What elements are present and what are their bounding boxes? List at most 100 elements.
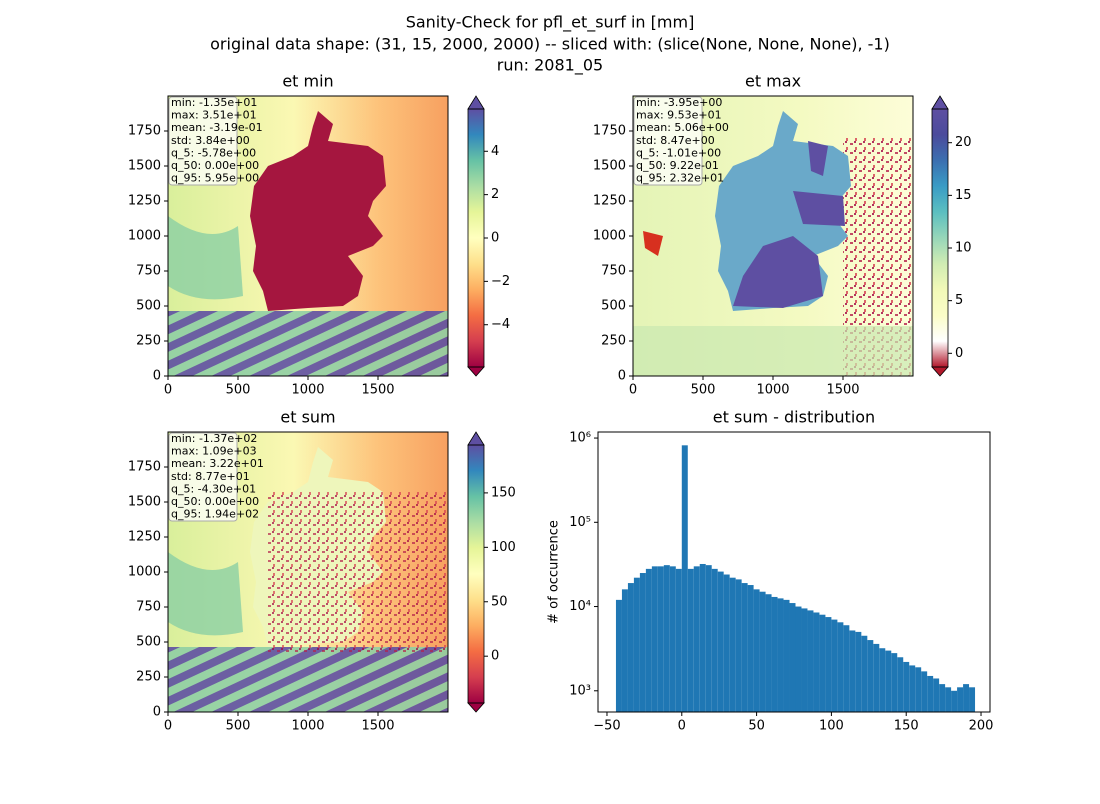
histogram-bar	[879, 648, 886, 712]
colorbar-tick-label: 150	[491, 485, 516, 500]
stats-line: max: 1.09e+03	[171, 445, 257, 458]
histogram-bar	[675, 568, 682, 712]
axes-frame	[167, 431, 449, 713]
colorbar-tick-label: −4	[491, 317, 510, 332]
x-tick-label: 100	[819, 719, 844, 734]
histogram-bar	[735, 579, 742, 712]
histogram-bar	[933, 678, 940, 712]
stats-line: mean: 3.22e+01	[171, 457, 264, 470]
colorbar	[468, 445, 484, 703]
x-tick-label: 500	[226, 383, 251, 398]
histogram-bar	[747, 585, 754, 712]
histogram-bar	[909, 665, 916, 712]
y-tick-label: 1000	[128, 565, 161, 580]
stats-line: q_95: 2.32e+01	[636, 172, 724, 185]
histogram-bar	[873, 643, 880, 712]
y-tick-label: 1500	[128, 159, 161, 174]
axes-title: et sum	[280, 408, 335, 427]
colorbar-extend	[467, 366, 485, 377]
y-tick-label: 10⁴	[569, 599, 591, 614]
histogram-bar	[693, 566, 700, 712]
histogram-bar	[957, 687, 964, 712]
histogram-bar	[825, 617, 832, 712]
colorbar-tick-label: 100	[491, 540, 516, 555]
histogram-bar	[795, 606, 802, 712]
figure-title: run: 2081_05	[497, 56, 603, 76]
y-tick-label: 0	[153, 369, 161, 384]
stats-line: q_95: 1.94e+02	[171, 508, 259, 521]
colorbar-tick-label: 20	[955, 135, 972, 150]
histogram-bar	[837, 622, 844, 712]
histogram-bar	[717, 571, 724, 712]
histogram-bar	[765, 594, 772, 712]
stats-line: mean: 5.06e+00	[636, 121, 729, 134]
histogram-bar	[807, 610, 814, 712]
histogram-bar	[951, 690, 958, 712]
colorbar-tick-label: −2	[491, 274, 510, 289]
x-tick-label: 1000	[756, 383, 789, 398]
x-tick-label: 0	[164, 383, 172, 398]
colorbar	[468, 109, 484, 367]
colorbar-tick-label: 10	[955, 241, 972, 256]
y-tick-label: 500	[136, 635, 161, 650]
stats-box	[168, 432, 238, 522]
y-tick-label: 1500	[593, 159, 626, 174]
stats-line: min: -1.35e+01	[171, 96, 257, 109]
figure-title: original data shape: (31, 15, 2000, 2000…	[210, 35, 890, 54]
colorbar	[932, 109, 948, 367]
stats-line: max: 9.53e+01	[636, 109, 722, 122]
y-tick-label: 10⁶	[569, 431, 591, 446]
y-tick-label: 10³	[569, 683, 591, 698]
y-tick-label: 750	[601, 264, 626, 279]
stats-line: q_95: 5.95e+00	[171, 172, 259, 185]
histogram-bar	[783, 599, 790, 712]
histogram-bar	[615, 599, 622, 712]
stats-line: q_50: 9.22e-01	[636, 159, 719, 172]
colorbar-extend	[467, 702, 485, 713]
x-tick-label: 500	[226, 719, 251, 734]
y-tick-label: 1000	[128, 229, 161, 244]
colorbar-frame	[931, 108, 949, 368]
histogram-bar	[921, 671, 928, 712]
x-tick-label: 150	[894, 719, 919, 734]
colorbar-extend	[931, 366, 949, 377]
colorbar-tick-label: 15	[955, 188, 972, 203]
histogram-bar	[969, 687, 976, 712]
histogram-bar	[819, 614, 826, 712]
y-tick-label: 1250	[128, 530, 161, 545]
colorbar-tick-label: 50	[491, 594, 508, 609]
x-tick-label: −50	[593, 719, 620, 734]
histogram-bar	[741, 583, 748, 712]
stats-line: q_50: 0.00e+00	[171, 159, 259, 172]
stats-line: std: 3.84e+00	[171, 134, 250, 147]
y-tick-label: 1250	[593, 194, 626, 209]
histogram-bar	[627, 583, 634, 712]
y-tick-label: 750	[136, 600, 161, 615]
colorbar-tick-label: 5	[955, 293, 963, 308]
stats-line: std: 8.47e+00	[636, 134, 715, 147]
histogram-bar	[759, 591, 766, 712]
x-tick-label: 0	[629, 383, 637, 398]
stats-line: q_50: 0.00e+00	[171, 495, 259, 508]
histogram-bar	[789, 603, 796, 712]
colorbar-frame	[467, 444, 485, 704]
axes-frame	[167, 95, 449, 377]
colorbar-extend	[467, 95, 485, 110]
histogram-bar	[945, 687, 952, 712]
histogram-bar	[753, 589, 760, 712]
colorbar-tick-label: 0	[491, 649, 499, 664]
histogram-bar	[699, 563, 706, 712]
colorbar-tick-label: 2	[491, 187, 499, 202]
histogram-bar	[801, 608, 808, 712]
histogram-bar	[633, 577, 640, 712]
y-tick-label: 250	[136, 334, 161, 349]
y-axis-label: # of occurrence	[547, 520, 562, 624]
x-tick-label: 1500	[826, 383, 859, 398]
y-tick-label: 1750	[128, 460, 161, 475]
axes-title: et min	[282, 72, 333, 91]
y-tick-label: 0	[153, 705, 161, 720]
stats-line: min: -3.95e+00	[636, 96, 722, 109]
histogram-bar	[729, 577, 736, 712]
y-tick-label: 10⁵	[569, 515, 591, 530]
histogram-bar	[897, 657, 904, 712]
